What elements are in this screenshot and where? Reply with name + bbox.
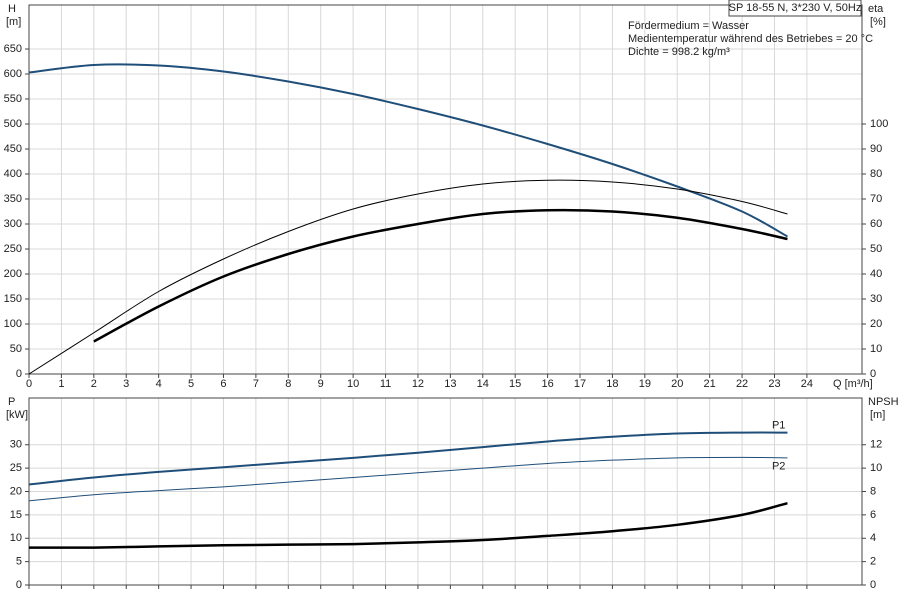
x-tick-label: 5 <box>188 378 194 390</box>
chart-title: SP 18-55 N, 3*230 V, 50Hz <box>729 2 862 14</box>
curve <box>93 208 788 343</box>
x-tick-label: 24 <box>801 378 813 390</box>
x-tick-label: 14 <box>477 378 489 390</box>
y2-tick-label: 12 <box>870 439 882 451</box>
y2-tick-label: 60 <box>870 218 882 230</box>
y-axis-label: P <box>8 396 15 408</box>
x-tick-label: 4 <box>156 378 162 390</box>
x-tick-label: 17 <box>574 378 586 390</box>
annotation: Fördermedium = Wasser <box>628 20 749 32</box>
x-tick-label: 9 <box>318 378 324 390</box>
curve <box>28 431 788 486</box>
curve <box>28 63 788 238</box>
x-axis-label: Q [m³/h] <box>833 378 873 390</box>
y-tick-label: 450 <box>4 143 22 155</box>
x-tick-label: 2 <box>91 378 97 390</box>
y2-tick-label: 6 <box>870 509 876 521</box>
x-tick-label: 18 <box>606 378 618 390</box>
y-tick-label: 0 <box>16 368 22 380</box>
y-tick-label: 600 <box>4 68 22 80</box>
y-tick-label: 25 <box>10 462 22 474</box>
x-tick-label: 16 <box>541 378 553 390</box>
y2-tick-label: 0 <box>870 368 876 380</box>
y2-tick-label: 8 <box>870 485 876 497</box>
y2-axis-unit: [%] <box>870 16 886 28</box>
y2-tick-label: 40 <box>870 268 882 280</box>
y2-tick-label: 70 <box>870 193 882 205</box>
y-tick-label: 250 <box>4 243 22 255</box>
y-tick-label: 20 <box>10 485 22 497</box>
x-tick-label: 21 <box>704 378 716 390</box>
y-tick-label: 350 <box>4 193 22 205</box>
y2-tick-label: 10 <box>870 343 882 355</box>
y-tick-label: 0 <box>16 579 22 591</box>
y-tick-label: 30 <box>10 439 22 451</box>
y2-axis-label: eta <box>868 3 884 15</box>
curve <box>28 179 788 375</box>
y2-tick-label: 20 <box>870 318 882 330</box>
x-tick-label: 1 <box>58 378 64 390</box>
y-axis-label: H <box>8 3 16 15</box>
plot-frame <box>28 4 863 375</box>
y-tick-label: 15 <box>10 509 22 521</box>
y-tick-label: 200 <box>4 268 22 280</box>
y2-tick-label: 50 <box>870 243 882 255</box>
y-tick-label: 550 <box>4 93 22 105</box>
curve <box>28 456 788 502</box>
series-label: P2 <box>772 461 785 473</box>
y-axis-unit: [kW] <box>6 409 28 421</box>
series-label: P1 <box>772 420 785 432</box>
annotation: Medientemperatur während des Betriebes =… <box>628 33 873 45</box>
y-tick-label: 5 <box>16 556 22 568</box>
x-tick-label: 13 <box>444 378 456 390</box>
y-tick-label: 10 <box>10 532 22 544</box>
x-tick-label: 6 <box>220 378 226 390</box>
y2-tick-label: 10 <box>870 462 882 474</box>
x-tick-label: 0 <box>26 378 32 390</box>
y2-axis-label: NPSH <box>868 396 899 408</box>
x-tick-label: 11 <box>380 378 391 390</box>
x-tick-label: 10 <box>347 378 359 390</box>
y2-tick-label: 30 <box>870 293 882 305</box>
x-tick-label: 20 <box>671 378 683 390</box>
y2-tick-label: 2 <box>870 556 876 568</box>
x-tick-label: 7 <box>253 378 259 390</box>
x-tick-label: 8 <box>285 378 291 390</box>
annotation: Dichte = 998.2 kg/m³ <box>628 46 730 58</box>
y-tick-label: 100 <box>4 318 22 330</box>
y-tick-label: 650 <box>4 43 22 55</box>
x-tick-label: 15 <box>509 378 521 390</box>
x-tick-label: 22 <box>736 378 748 390</box>
y2-tick-label: 90 <box>870 143 882 155</box>
x-tick-label: 3 <box>123 378 129 390</box>
curve <box>28 501 788 549</box>
y-tick-label: 300 <box>4 218 22 230</box>
y2-tick-label: 0 <box>870 579 876 591</box>
title-box <box>728 0 862 17</box>
y-tick-label: 50 <box>10 343 22 355</box>
plot-frame <box>28 397 863 586</box>
y2-tick-label: 4 <box>870 532 876 544</box>
y2-axis-unit: [m] <box>870 409 885 421</box>
y-tick-label: 150 <box>4 293 22 305</box>
y-tick-label: 500 <box>4 118 22 130</box>
x-tick-label: 23 <box>768 378 780 390</box>
y2-tick-label: 80 <box>870 168 882 180</box>
x-tick-label: 12 <box>412 378 424 390</box>
y2-tick-label: 100 <box>870 118 888 130</box>
x-tick-label: 19 <box>639 378 651 390</box>
y-tick-label: 400 <box>4 168 22 180</box>
y-axis-unit: [m] <box>6 16 21 28</box>
